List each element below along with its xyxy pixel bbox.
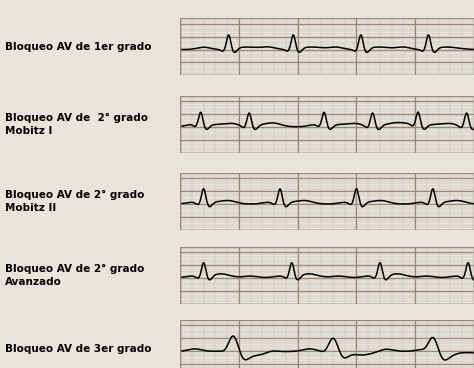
Text: Bloqueo AV de 3er grado: Bloqueo AV de 3er grado <box>5 344 151 354</box>
Text: Bloqueo AV de 2° grado
Mobitz II: Bloqueo AV de 2° grado Mobitz II <box>5 190 144 213</box>
Text: Bloqueo AV de 1er grado: Bloqueo AV de 1er grado <box>5 42 151 52</box>
Text: Bloqueo AV de  2° grado
Mobitz I: Bloqueo AV de 2° grado Mobitz I <box>5 113 148 136</box>
Text: Bloqueo AV de 2° grado
Avanzado: Bloqueo AV de 2° grado Avanzado <box>5 263 144 287</box>
